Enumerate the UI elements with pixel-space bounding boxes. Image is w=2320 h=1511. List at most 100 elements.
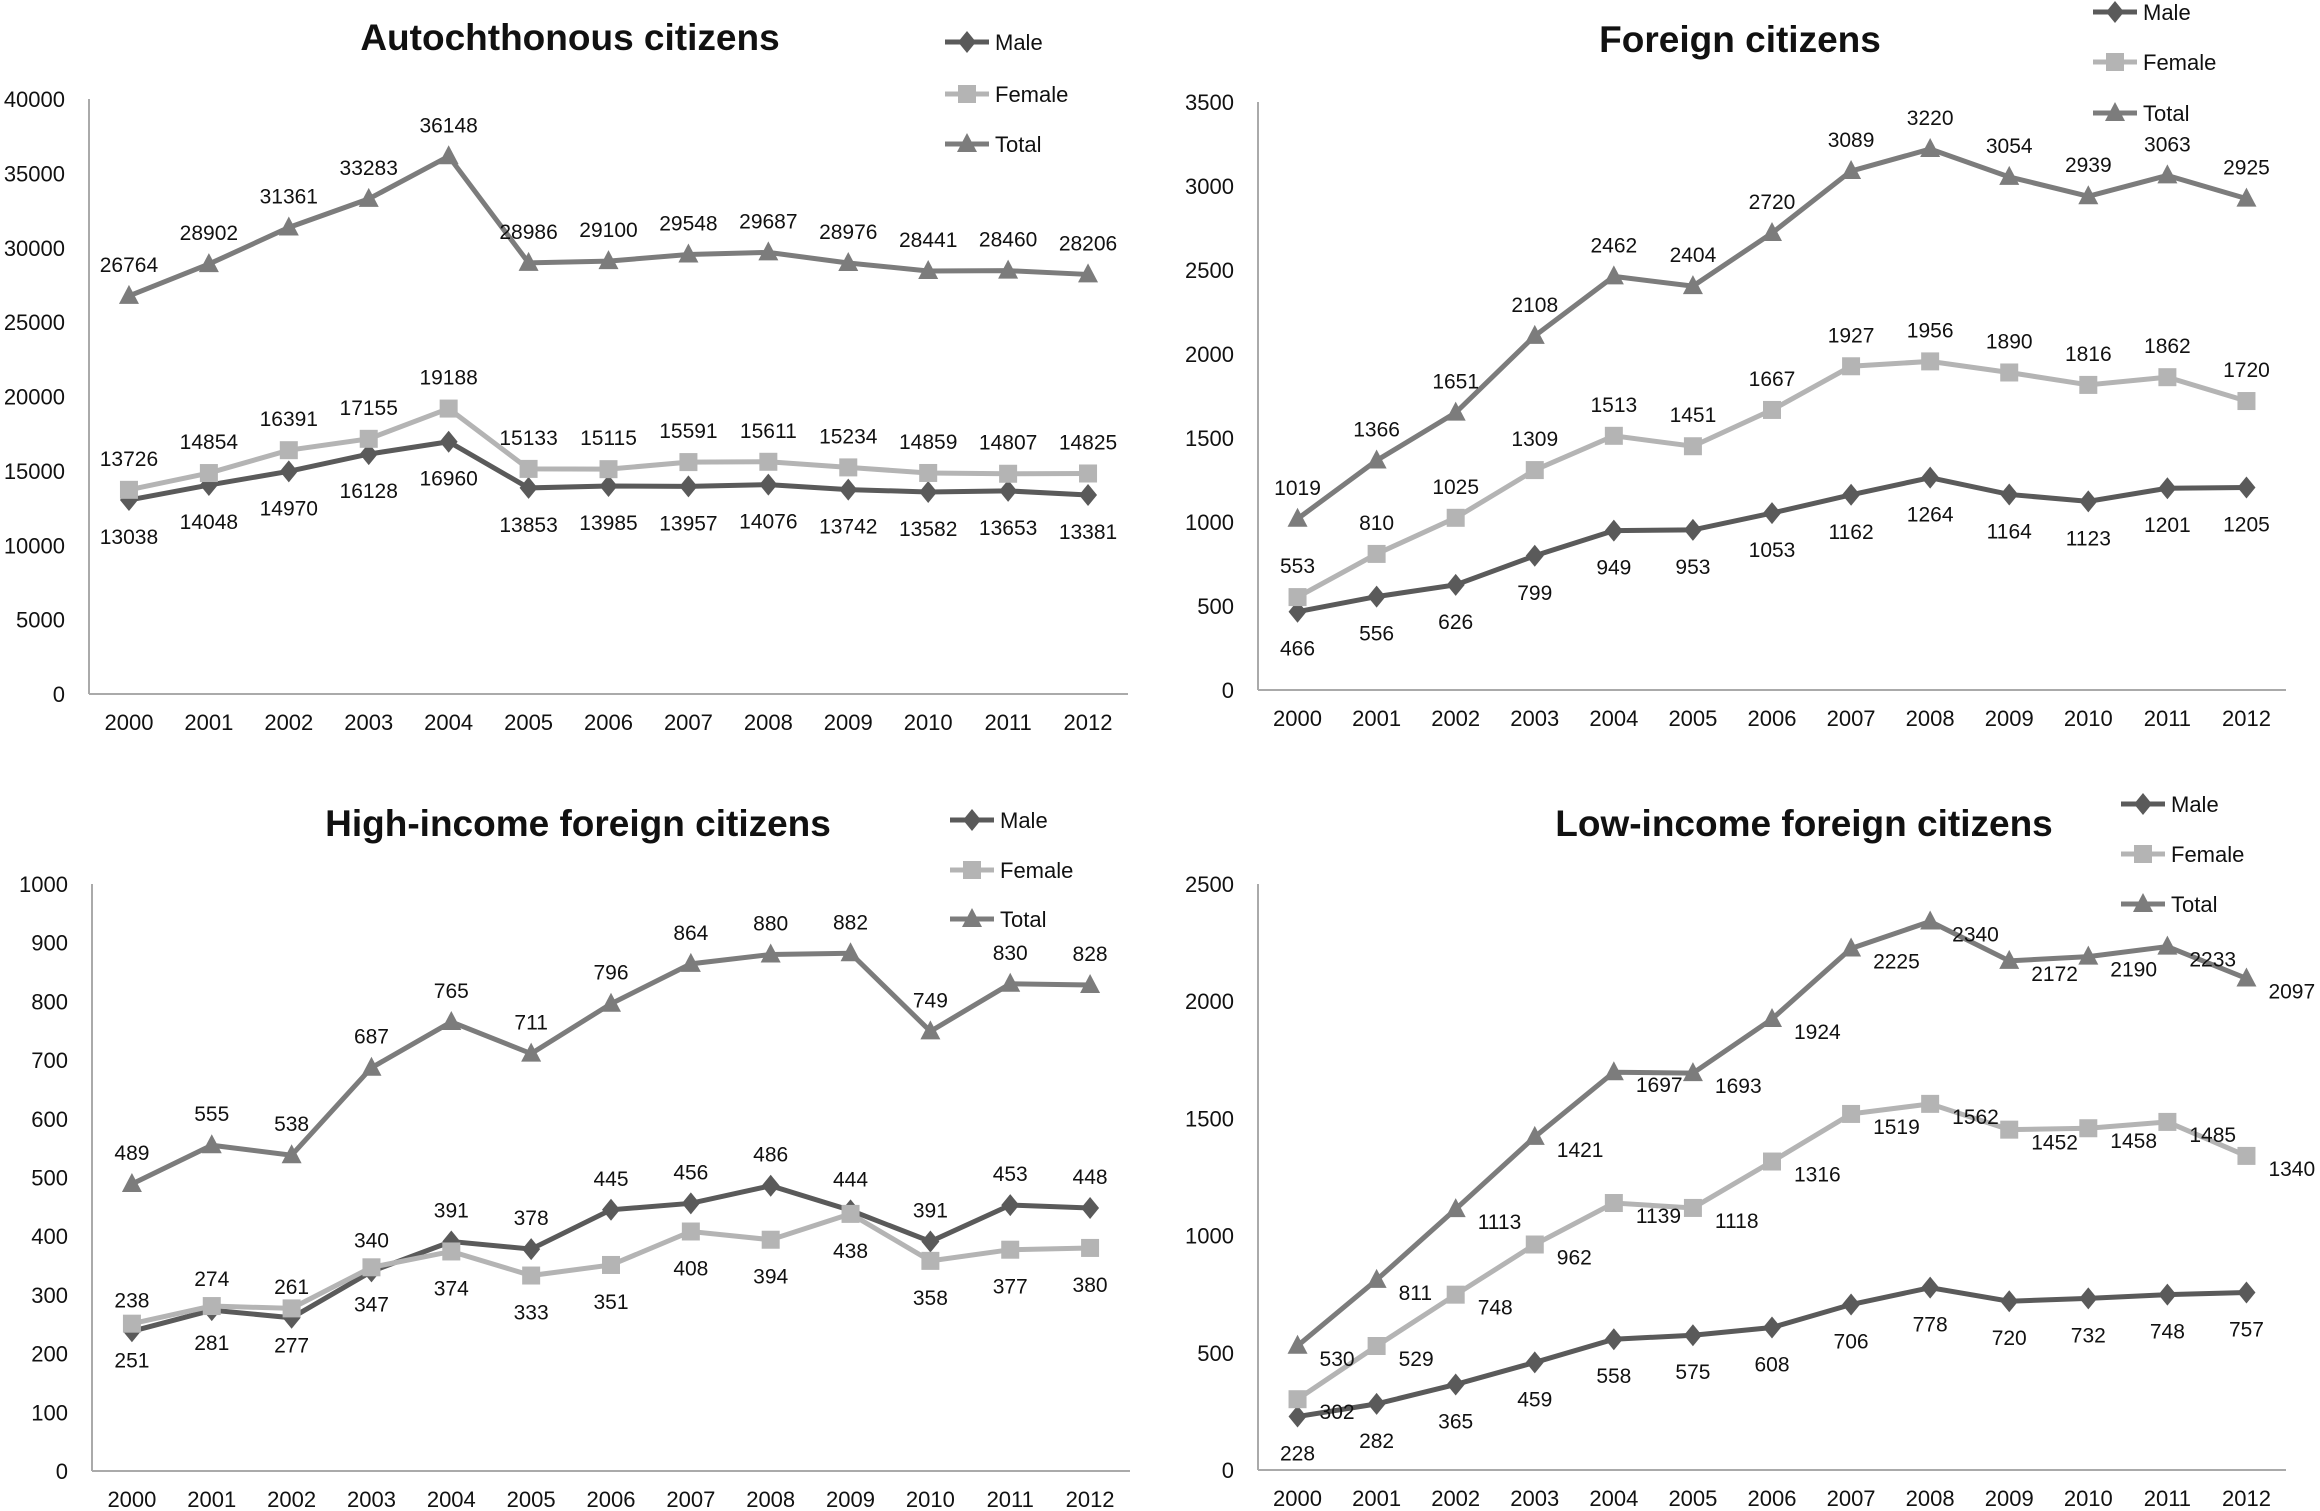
- x-tick-label: 2012: [1064, 710, 1113, 735]
- x-tick-label: 2012: [2222, 1486, 2271, 1511]
- data-point-male: [1683, 518, 1702, 541]
- x-tick-label: 2010: [2064, 706, 2113, 731]
- data-label-total: 1019: [1274, 477, 1321, 500]
- data-point-total: [1445, 1198, 1466, 1218]
- data-point-female: [1604, 426, 1623, 445]
- x-tick-label: 2011: [984, 710, 1031, 735]
- data-point-male: [999, 479, 1018, 502]
- data-point-total: [838, 251, 859, 271]
- data-label-male: 1205: [2223, 514, 2270, 537]
- data-point-total: [1762, 222, 1782, 242]
- data-point-female: [359, 429, 378, 448]
- data-point-total: [1841, 160, 1862, 180]
- data-point-male: [679, 475, 698, 498]
- data-point-total: [2236, 967, 2257, 987]
- data-label-total: 1924: [1794, 1021, 1841, 1044]
- data-point-total: [1603, 1061, 1624, 1081]
- data-point-female: [1921, 1094, 1940, 1113]
- x-tick-label: 2008: [746, 1487, 795, 1511]
- x-tick-label: 2002: [1431, 706, 1480, 731]
- data-label-male: 391: [434, 1199, 469, 1222]
- data-point-male: [761, 1174, 780, 1197]
- y-tick-label: 3500: [1185, 90, 1234, 115]
- x-tick-label: 2004: [424, 710, 473, 735]
- data-label-total: 530: [1320, 1348, 1355, 1371]
- chart-4: Low-income foreign citizens 0 500 1000 1500 2…: [1185, 792, 2315, 1511]
- data-label-male: 1164: [1987, 520, 2032, 543]
- y-tick-label: 3000: [1185, 174, 1234, 199]
- data-label-female: 1562: [1952, 1106, 1999, 1129]
- data-label-male: 456: [673, 1161, 708, 1184]
- data-point-male: [681, 1192, 700, 1215]
- data-point-male: [599, 474, 618, 497]
- data-label-male: 706: [1834, 1331, 1869, 1354]
- data-label-male: 365: [1438, 1410, 1473, 1433]
- data-label-total: 28206: [1059, 232, 1117, 255]
- x-tick-label: 2010: [904, 710, 953, 735]
- data-label-female: 1720: [2223, 359, 2270, 382]
- data-point-male: [1842, 1293, 1861, 1316]
- x-tick-label: 2004: [427, 1487, 476, 1511]
- data-point-female: [1446, 1285, 1465, 1304]
- data-label-male: 626: [1438, 611, 1473, 634]
- data-label-female: 1513: [1590, 394, 1637, 417]
- data-label-male: 340: [354, 1229, 389, 1252]
- data-label-male: 444: [833, 1168, 868, 1191]
- data-label-total: 1697: [1636, 1074, 1683, 1097]
- y-tick-label: 700: [31, 1048, 68, 1073]
- data-label-total: 1366: [1353, 419, 1400, 442]
- data-point-total: [1287, 507, 1308, 527]
- y-tick-label: 1000: [1185, 510, 1234, 535]
- y-tick-label: 2500: [1185, 258, 1234, 283]
- series-line-total: [130, 950, 1091, 1187]
- data-label-female: 1025: [1432, 476, 1479, 499]
- data-label-total: 2720: [1749, 191, 1796, 214]
- data-label-female: 302: [1320, 1401, 1355, 1424]
- data-point-female: [679, 453, 698, 472]
- x-tick-label: 2009: [1985, 1486, 2034, 1511]
- data-label-total: 2233: [2189, 949, 2236, 972]
- data-label-total: 31361: [260, 186, 318, 209]
- data-point-male: [359, 443, 378, 466]
- data-label-total: 36148: [419, 114, 477, 137]
- chart-title: High-income foreign citizens: [325, 803, 831, 844]
- data-point-female: [362, 1258, 381, 1277]
- data-point-male: [1288, 600, 1307, 623]
- data-label-female: 358: [913, 1287, 948, 1310]
- data-label-male: 13653: [979, 517, 1037, 540]
- x-tick-label: 2000: [104, 710, 153, 735]
- data-point-total: [1000, 972, 1021, 992]
- legend-marker-female: [2106, 53, 2124, 71]
- data-label-female: 962: [1557, 1247, 1592, 1270]
- data-point-female: [681, 1222, 700, 1241]
- data-point-male: [1683, 1324, 1702, 1347]
- data-point-female: [2079, 375, 2098, 394]
- data-label-male: 720: [1992, 1327, 2027, 1350]
- data-point-male: [839, 478, 858, 501]
- legend-marker-male: [958, 31, 976, 53]
- data-label-female: 1890: [1986, 330, 2033, 353]
- data-point-female: [2237, 1146, 2256, 1165]
- legend-label-female: Female: [2171, 842, 2244, 867]
- data-point-female: [599, 460, 618, 479]
- data-point-male: [2000, 483, 2019, 506]
- data-point-total: [281, 1144, 302, 1164]
- data-label-total: 796: [593, 962, 628, 985]
- data-label-male: 238: [114, 1289, 149, 1312]
- chart-title: Low-income foreign citizens: [1555, 803, 2053, 844]
- legend-marker-total: [2133, 893, 2153, 912]
- x-tick-label: 2003: [344, 710, 393, 735]
- x-tick-label: 2010: [2064, 1486, 2113, 1511]
- data-label-male: 558: [1596, 1365, 1631, 1388]
- x-tick-label: 2004: [1589, 1486, 1638, 1511]
- data-point-male: [921, 1230, 940, 1253]
- data-label-male: 14076: [739, 511, 797, 534]
- data-label-male: 261: [274, 1276, 309, 1299]
- data-label-male: 1053: [1749, 539, 1796, 562]
- data-point-total: [760, 943, 781, 963]
- x-tick-label: 2007: [664, 710, 713, 735]
- x-tick-label: 2001: [1352, 706, 1401, 731]
- data-point-female: [1525, 1235, 1544, 1254]
- data-point-total: [601, 992, 621, 1012]
- data-point-total: [678, 243, 699, 263]
